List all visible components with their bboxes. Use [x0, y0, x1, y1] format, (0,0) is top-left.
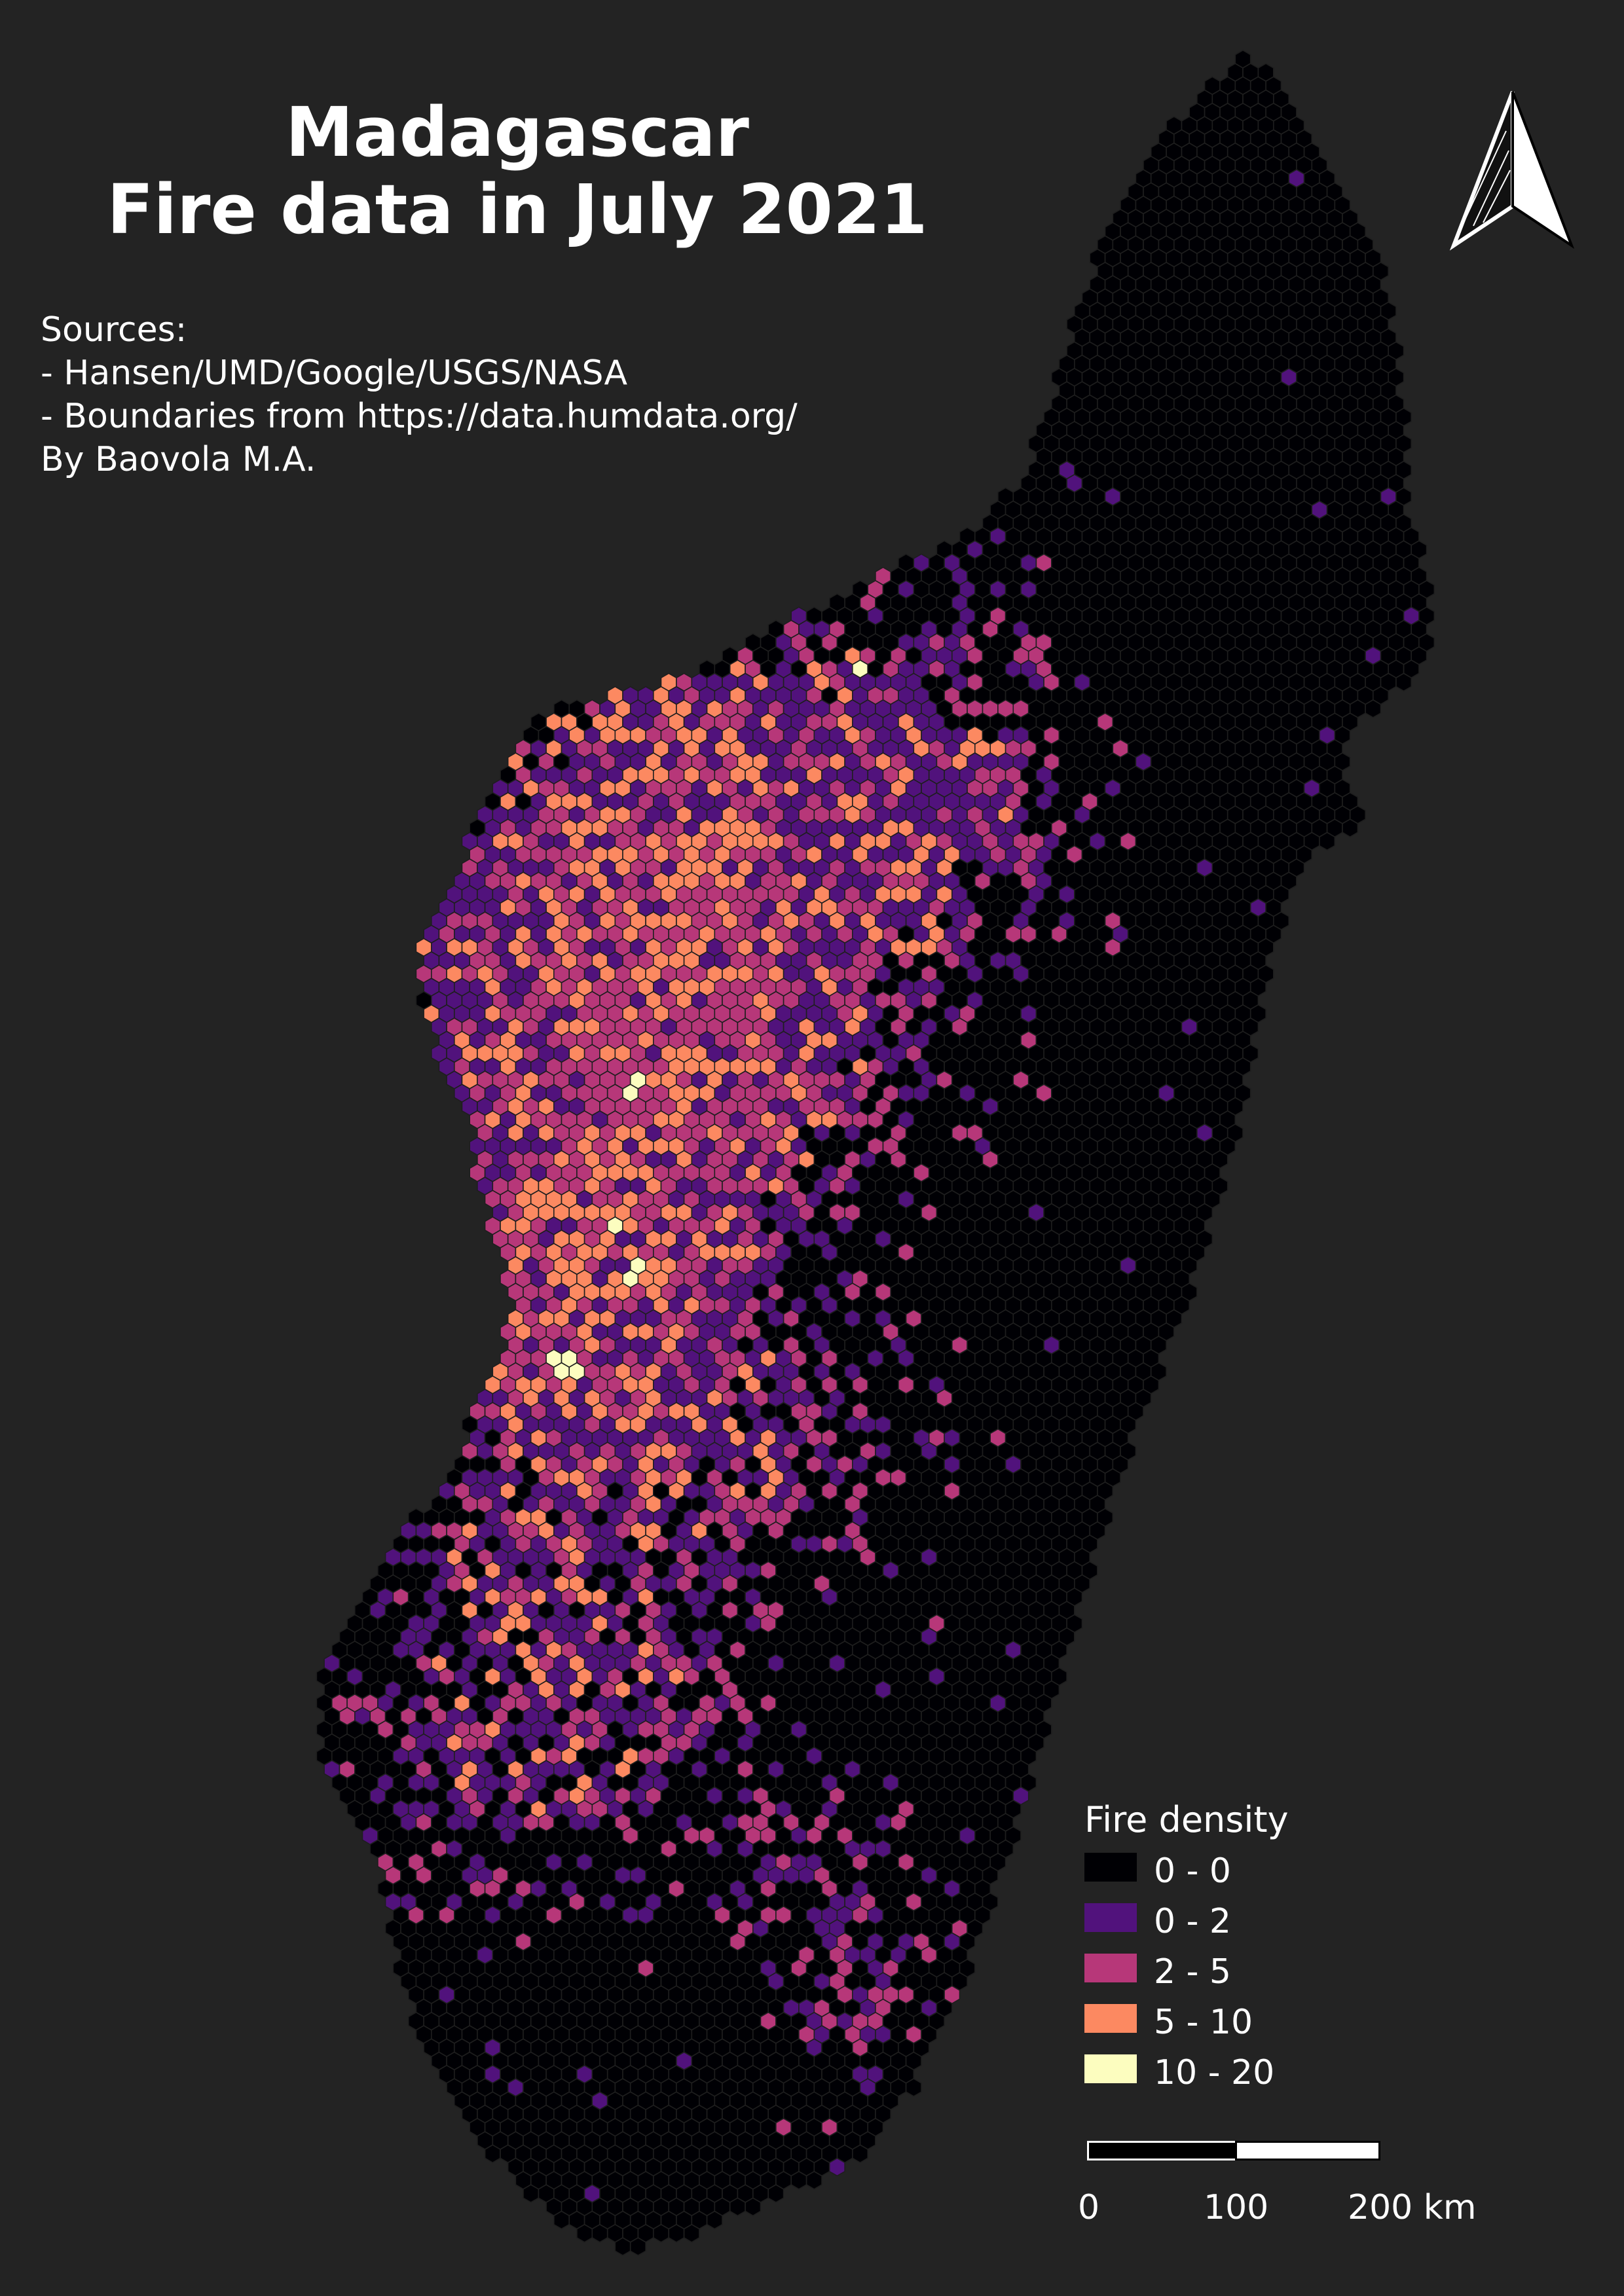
hex-grid-layer — [316, 49, 1435, 2256]
hex-cell — [1395, 672, 1412, 692]
hex-cell — [1319, 831, 1336, 851]
hex-cell — [1365, 699, 1382, 718]
hex-cell — [1342, 818, 1359, 838]
